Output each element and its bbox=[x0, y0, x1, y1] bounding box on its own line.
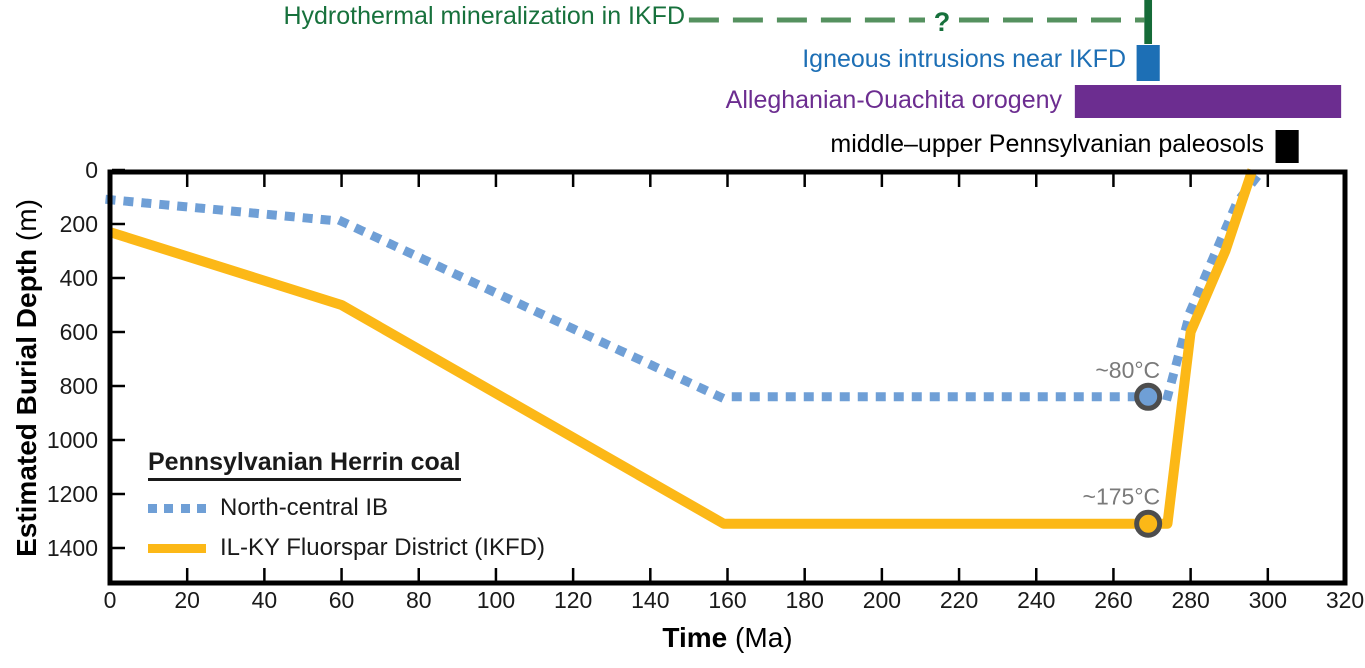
legend-row-north-central-ib: North-central IB bbox=[148, 494, 545, 521]
x-tick-label: 100 bbox=[477, 587, 515, 613]
x-axis-title-main: Time bbox=[662, 622, 728, 653]
x-tick-label: 20 bbox=[174, 587, 200, 613]
marker-label-175c: ~175°C bbox=[1083, 484, 1161, 510]
y-tick-label: 600 bbox=[60, 319, 98, 345]
x-axis-title-unit: (Ma) bbox=[727, 622, 793, 653]
x-tick-label: 60 bbox=[329, 587, 355, 613]
x-tick-label: 320 bbox=[1326, 587, 1364, 613]
igneous-intrusions-bar bbox=[1136, 45, 1160, 81]
y-tick-label: 1000 bbox=[47, 427, 98, 453]
x-tick-label: 280 bbox=[1171, 587, 1209, 613]
x-tick-label: 260 bbox=[1094, 587, 1132, 613]
legend-label-north-central-ib: North-central IB bbox=[220, 494, 389, 521]
solid-line-swatch bbox=[148, 543, 206, 553]
y-tick-label: 400 bbox=[60, 265, 98, 291]
series-line-north-central-ib bbox=[105, 166, 1267, 402]
y-axis-title-main: Estimated Burial Depth bbox=[11, 248, 42, 557]
marker-175c bbox=[1134, 509, 1163, 538]
annotation-paleosols-label: middle–upper Pennsylvanian paleosols bbox=[830, 130, 1264, 158]
marker-80c bbox=[1134, 382, 1163, 411]
y-axis-title-unit: (m) bbox=[11, 199, 42, 249]
x-tick-label: 40 bbox=[252, 587, 278, 613]
annotation-hydrothermal-label: Hydrothermal mineralization in IKFD bbox=[283, 2, 685, 30]
legend-row-ikfd: IL-KY Fluorspar District (IKFD) bbox=[148, 534, 545, 561]
x-tick-label: 120 bbox=[554, 587, 592, 613]
y-tick-label: 200 bbox=[60, 211, 98, 237]
x-tick-label: 0 bbox=[104, 587, 117, 613]
x-tick-label: 220 bbox=[940, 587, 978, 613]
legend: Pennsylvanian Herrin coal North-central … bbox=[148, 448, 545, 561]
dotted-line-swatch bbox=[148, 503, 206, 513]
annotation-igneous-label: Igneous intrusions near IKFD bbox=[802, 45, 1126, 73]
uncertainty-question-mark: ? bbox=[934, 7, 951, 37]
hydrothermal-end-bar bbox=[1144, 0, 1153, 44]
y-tick-label: 1200 bbox=[47, 481, 98, 507]
y-tick-label: 800 bbox=[60, 373, 98, 399]
marker-label-80c: ~80°C bbox=[1095, 357, 1160, 383]
x-tick-label: 240 bbox=[1017, 587, 1055, 613]
x-tick-label: 180 bbox=[786, 587, 824, 613]
legend-label-ikfd: IL-KY Fluorspar District (IKFD) bbox=[220, 534, 545, 561]
plot-frame bbox=[107, 169, 1348, 586]
y-tick-label: 1400 bbox=[47, 535, 98, 561]
x-axis-title: Time (Ma) bbox=[110, 622, 1345, 654]
paleosols-bar bbox=[1275, 130, 1299, 163]
y-axis-title: Estimated Burial Depth (m) bbox=[11, 163, 45, 593]
annotation-orogeny-label: Alleghanian-Ouachita orogeny bbox=[725, 86, 1062, 114]
x-tick-label: 300 bbox=[1249, 587, 1287, 613]
y-tick-label: 0 bbox=[85, 157, 98, 183]
x-tick-label: 160 bbox=[708, 587, 746, 613]
x-tick-label: 200 bbox=[863, 587, 901, 613]
x-tick-label: 140 bbox=[631, 587, 669, 613]
orogeny-bar bbox=[1074, 85, 1342, 118]
series-line-ikfd bbox=[108, 168, 1258, 529]
x-tick-label: 80 bbox=[406, 587, 432, 613]
legend-title: Pennsylvanian Herrin coal bbox=[148, 448, 461, 481]
